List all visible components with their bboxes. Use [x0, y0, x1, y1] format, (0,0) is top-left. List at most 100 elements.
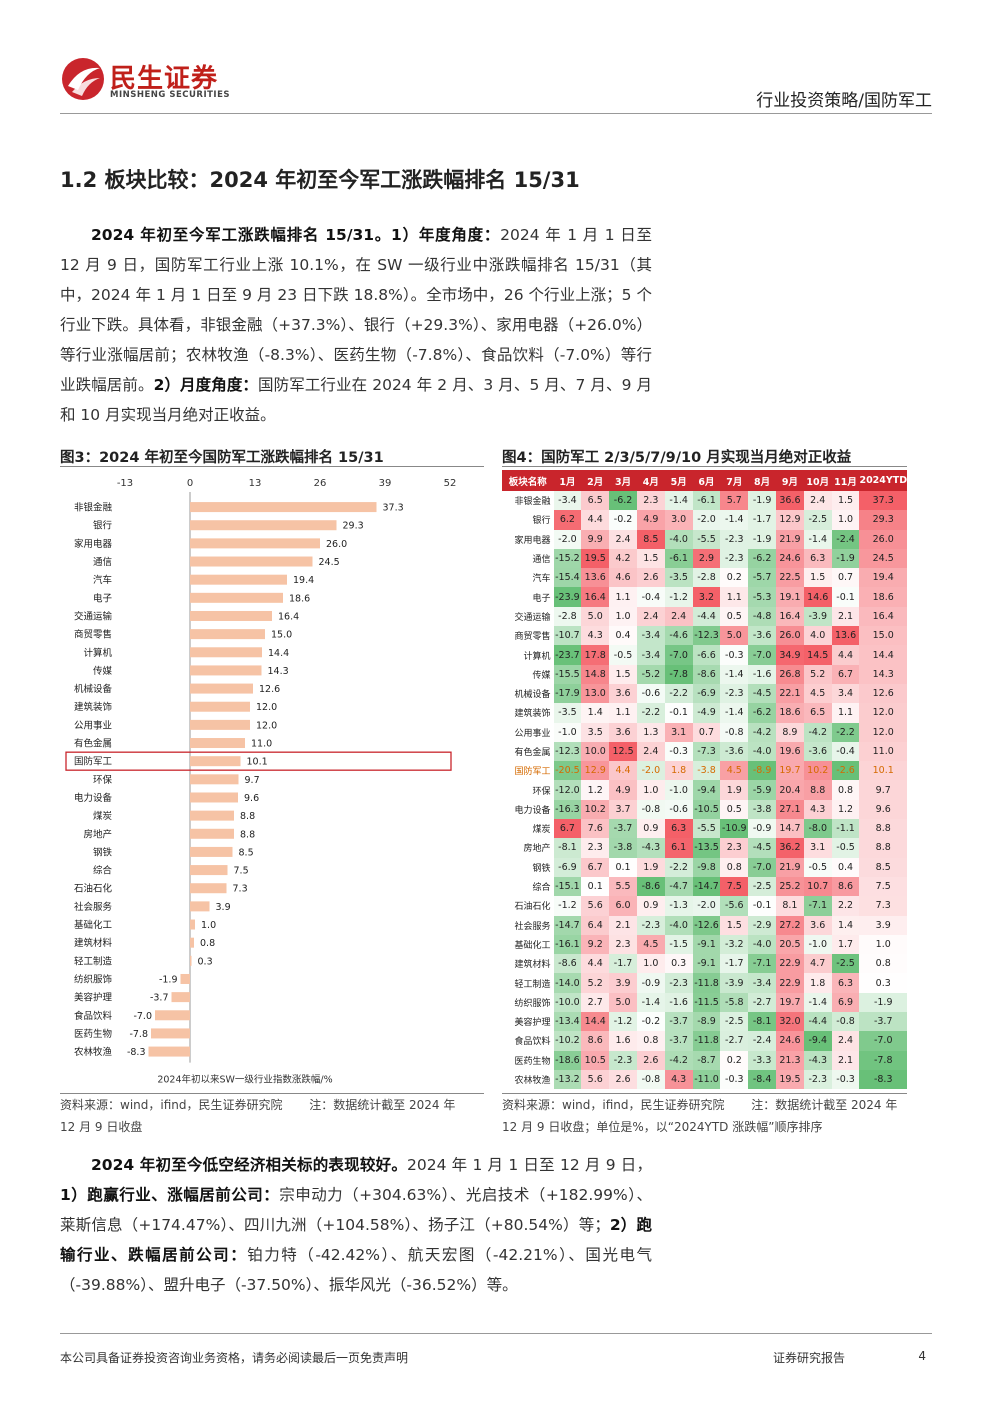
category-label: 国防军工: [74, 756, 113, 768]
data-label: 12.0: [256, 720, 277, 731]
row-label: 纺织服饰: [514, 998, 551, 1009]
page-number: 4: [918, 1349, 926, 1363]
table-cell: -14.0: [553, 973, 582, 993]
table-cell: 16.4: [776, 606, 804, 627]
table-cell: 6.0: [609, 896, 637, 916]
table-cell: -8.9: [748, 761, 777, 781]
row-label: 国防军工: [514, 767, 551, 778]
table-cell: -2.0: [553, 529, 582, 549]
table-cell: -0.1: [831, 587, 860, 607]
table-cell: -3.6: [748, 626, 777, 646]
para1-body2: 国防军工行业在 2024 年 2 月、3 月、5 月、7 月、9 月和 10 月…: [60, 376, 652, 424]
table-cell: 1.0: [636, 780, 665, 800]
table-cell: 0.8: [859, 954, 907, 974]
x-axis-label: 2024年初以来SW一级行业指数涨跌幅/%: [157, 1074, 332, 1086]
table-cell: 4.4: [581, 510, 610, 530]
table-cell: -3.4: [748, 973, 777, 993]
row-label: 美容护理: [514, 1018, 551, 1029]
x-tick-label: 39: [379, 478, 392, 489]
table-cell: -1.6: [664, 992, 693, 1013]
table-cell: 3.6: [803, 915, 832, 935]
table-cell: 0.3: [664, 954, 693, 974]
table-cell: -6.2: [748, 548, 777, 569]
para1-lead2: 2）月度角度：: [153, 376, 259, 394]
table-row: 电子 -23.9 16.4 1.1 -0.4 -1.2 3.2 1.1 -5.3 19.1 14.6…: [502, 587, 907, 607]
table-cell: -2.8: [553, 606, 582, 627]
category-label: 医药生物: [74, 1028, 113, 1040]
table-cell: -1.7: [748, 510, 777, 530]
table-cell: 2.4: [636, 741, 665, 762]
category-label: 建筑装饰: [74, 701, 112, 713]
table-cell: -9.1: [692, 954, 721, 974]
category-label: 轻工制造: [74, 955, 113, 967]
data-label: 7.3: [233, 884, 248, 895]
column-header: 8月: [748, 470, 777, 491]
table-cell: -4.4: [803, 1012, 832, 1032]
table-cell: -0.3: [720, 1069, 749, 1090]
fig4-title: 图4：国防军工 2/3/5/7/9/10 月实现当月绝对正收益: [502, 450, 852, 466]
table-cell: 2.4: [609, 529, 637, 549]
table-row: 煤炭 6.7 7.6 -3.7 0.9 6.3 -5.5 -10.9 -0.9 14.7 -8.0-…: [502, 819, 907, 839]
data-label: 16.4: [278, 611, 299, 622]
row-label: 石油石化: [514, 902, 551, 913]
table-cell: -3.7: [664, 1031, 693, 1051]
fig4-title-rule: [502, 466, 907, 467]
x-tick-label: 26: [314, 478, 327, 489]
data-label: 19.4: [293, 575, 314, 586]
table-cell: 1.1: [720, 587, 749, 607]
column-header: 4月: [636, 470, 665, 491]
table-cell: -0.9: [636, 973, 665, 993]
table-cell: -1.1: [831, 819, 860, 839]
table-cell: -7.0: [859, 1031, 907, 1051]
data-label: -1.9: [159, 974, 178, 985]
table-cell: 21.3: [776, 1050, 804, 1070]
category-label: 机械设备: [74, 683, 113, 695]
table-cell: 19.6: [776, 741, 804, 762]
table-cell: -10.2: [553, 1031, 582, 1051]
table-cell: 1.0: [859, 934, 907, 955]
table-cell: 0.4: [831, 857, 860, 877]
table-cell: 6.7: [553, 819, 582, 839]
bar: [190, 629, 265, 640]
table-cell: -2.4: [748, 1031, 777, 1051]
table-cell: 2.6: [609, 1069, 637, 1090]
table-cell: -2.2: [831, 722, 860, 742]
table-cell: -7.0: [748, 857, 777, 877]
table-cell: -2.3: [720, 548, 749, 569]
x-tick-label: -13: [117, 478, 133, 489]
table-cell: -3.5: [553, 703, 582, 723]
table-cell: 18.6: [859, 587, 907, 607]
table-cell: 32.0: [776, 1012, 804, 1032]
data-label: 0.3: [198, 956, 213, 967]
data-label: -3.7: [150, 993, 169, 1004]
table-cell: 11.0: [859, 741, 907, 762]
table-row: 农林牧渔 -13.2 5.6 2.6 -0.8 4.3 -11.0 -0.3 -8.4 19.5-…: [502, 1069, 907, 1090]
bar: [190, 937, 194, 948]
table-cell: 24.6: [776, 1031, 804, 1051]
table-row: 钢铁 -6.9 6.7 0.1 1.9 -2.2 -9.8 0.8 -7.0 21.9 -0.5 0.…: [502, 857, 907, 877]
row-label: 基础化工: [514, 940, 551, 951]
bar: [190, 756, 241, 767]
heatmap-body: 非银金融 -3.4 6.5 -6.2 2.3 -1.4 -6.1 5.7 -1.9 36.6 2.4…: [502, 491, 907, 1090]
fig4-source: 资料来源：wind，ifind，民生证券研究院: [502, 1098, 725, 1112]
table-cell: -14.7: [553, 915, 582, 935]
category-label: 房地产: [83, 828, 112, 840]
category-label: 电子: [93, 592, 113, 604]
table-cell: -4.2: [803, 722, 832, 742]
table-cell: -10.7: [553, 626, 582, 646]
bar: [190, 883, 227, 894]
row-label: 银行: [532, 516, 551, 527]
table-cell: 25.2: [776, 876, 804, 897]
table-cell: -0.3: [664, 741, 693, 762]
table-cell: -3.9: [720, 973, 749, 993]
footer-divider: [60, 1333, 932, 1334]
table-cell: -5.5: [692, 529, 721, 549]
table-cell: -2.2: [636, 703, 665, 723]
para2-body2: 宗申动力（+304.63%）、光启技术（+182.99%）、莱斯信息（+174.…: [60, 1186, 652, 1234]
table-cell: -4.3: [636, 838, 665, 858]
table-cell: 4.3: [664, 1069, 693, 1090]
table-cell: -5.5: [692, 819, 721, 839]
row-label: 机械设备: [514, 690, 551, 701]
table-cell: 1.0: [636, 954, 665, 974]
brand-name-en: MINSHENG SECURITIES: [110, 90, 230, 100]
